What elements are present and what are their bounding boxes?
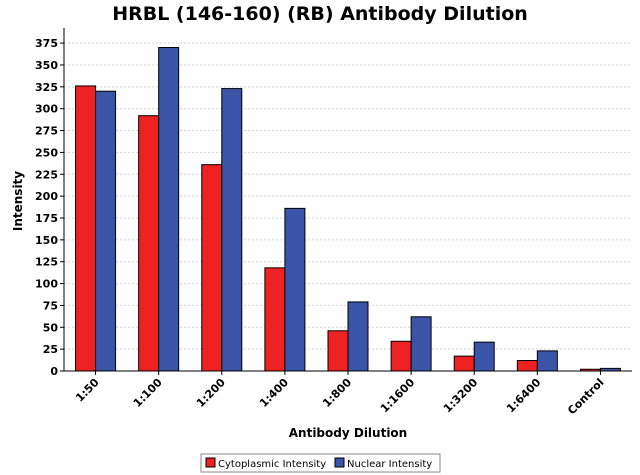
- bar-nuclear: [95, 90, 117, 372]
- bar-nuclear: [284, 207, 306, 372]
- x-tick-label: 1:1600: [378, 376, 418, 416]
- bar-cytoplasmic: [390, 340, 412, 372]
- category-group: [264, 207, 306, 372]
- y-tick-label: 100: [35, 278, 58, 291]
- category-group: [138, 46, 180, 372]
- x-tick-label: 1:800: [320, 376, 354, 410]
- y-tick-label: 200: [35, 190, 58, 203]
- x-tick-label: 1:400: [257, 376, 291, 410]
- bar-nuclear: [347, 301, 369, 372]
- bar-nuclear: [410, 316, 432, 372]
- legend-label: Cytoplasmic Intensity: [218, 459, 326, 470]
- x-tick-label: 1:100: [131, 376, 165, 410]
- y-tick-label: 225: [35, 168, 58, 181]
- legend-label: Nuclear Intensity: [347, 459, 432, 470]
- x-tick-label: Control: [565, 376, 606, 417]
- x-tick-label: 1:6400: [504, 376, 544, 416]
- y-tick-label: 75: [43, 299, 58, 312]
- bar-cytoplasmic: [327, 330, 349, 372]
- x-tick-label: 1:200: [194, 376, 228, 410]
- bar-cytoplasmic: [138, 115, 160, 372]
- y-axis-label: Intensity: [11, 171, 25, 231]
- legend: Cytoplasmic Intensity Nuclear Intensity: [200, 453, 441, 473]
- category-group: [75, 85, 117, 372]
- bar-cytoplasmic: [453, 355, 475, 372]
- y-tick-label: 375: [35, 37, 58, 50]
- bars: [75, 46, 621, 372]
- legend-swatch: [334, 457, 345, 468]
- x-tick-label: 1:50: [73, 376, 102, 405]
- legend-box: [200, 453, 441, 473]
- x-tick-label: 1:3200: [441, 376, 481, 416]
- bar-cytoplasmic: [264, 267, 286, 372]
- category-group: [453, 341, 495, 372]
- y-tick-label: 50: [43, 321, 59, 334]
- gridlines: [64, 42, 632, 350]
- y-tick-label: 125: [35, 256, 58, 269]
- chart-title: HRBL (146-160) (RB) Antibody Dilution: [112, 3, 528, 25]
- bar-nuclear: [473, 341, 495, 372]
- y-tick-label: 250: [35, 146, 58, 159]
- bar-cytoplasmic: [516, 360, 538, 372]
- category-group: [201, 88, 243, 372]
- y-tick-label: 150: [35, 234, 58, 247]
- x-axis-label: Antibody Dilution: [289, 426, 407, 440]
- bar-cytoplasmic: [201, 164, 223, 372]
- y-tick-label: 325: [35, 81, 58, 94]
- y-tick-label: 350: [35, 59, 58, 72]
- category-group: [516, 350, 558, 372]
- bar-nuclear: [158, 46, 180, 372]
- axes: [60, 28, 632, 375]
- y-tick-label: 25: [43, 343, 58, 356]
- x-tick-labels: 1:50 1:100 1:200 1:400 1:800 1:1600 1:3200 1:64…: [73, 376, 606, 418]
- bar-cytoplasmic: [75, 85, 97, 372]
- bar-nuclear: [221, 88, 243, 372]
- y-tick-label: 0: [50, 365, 58, 378]
- y-tick-label: 275: [35, 125, 58, 138]
- bar-nuclear: [536, 350, 558, 372]
- legend-swatch: [205, 457, 216, 468]
- category-group: [390, 316, 432, 372]
- y-tick-label: 300: [35, 103, 58, 116]
- y-tick-label: 175: [35, 212, 58, 225]
- y-tick-labels: 0 25 50 75 100 125 150 175 200 225 250 275 300 325 350…: [35, 37, 58, 378]
- category-group: [327, 301, 369, 372]
